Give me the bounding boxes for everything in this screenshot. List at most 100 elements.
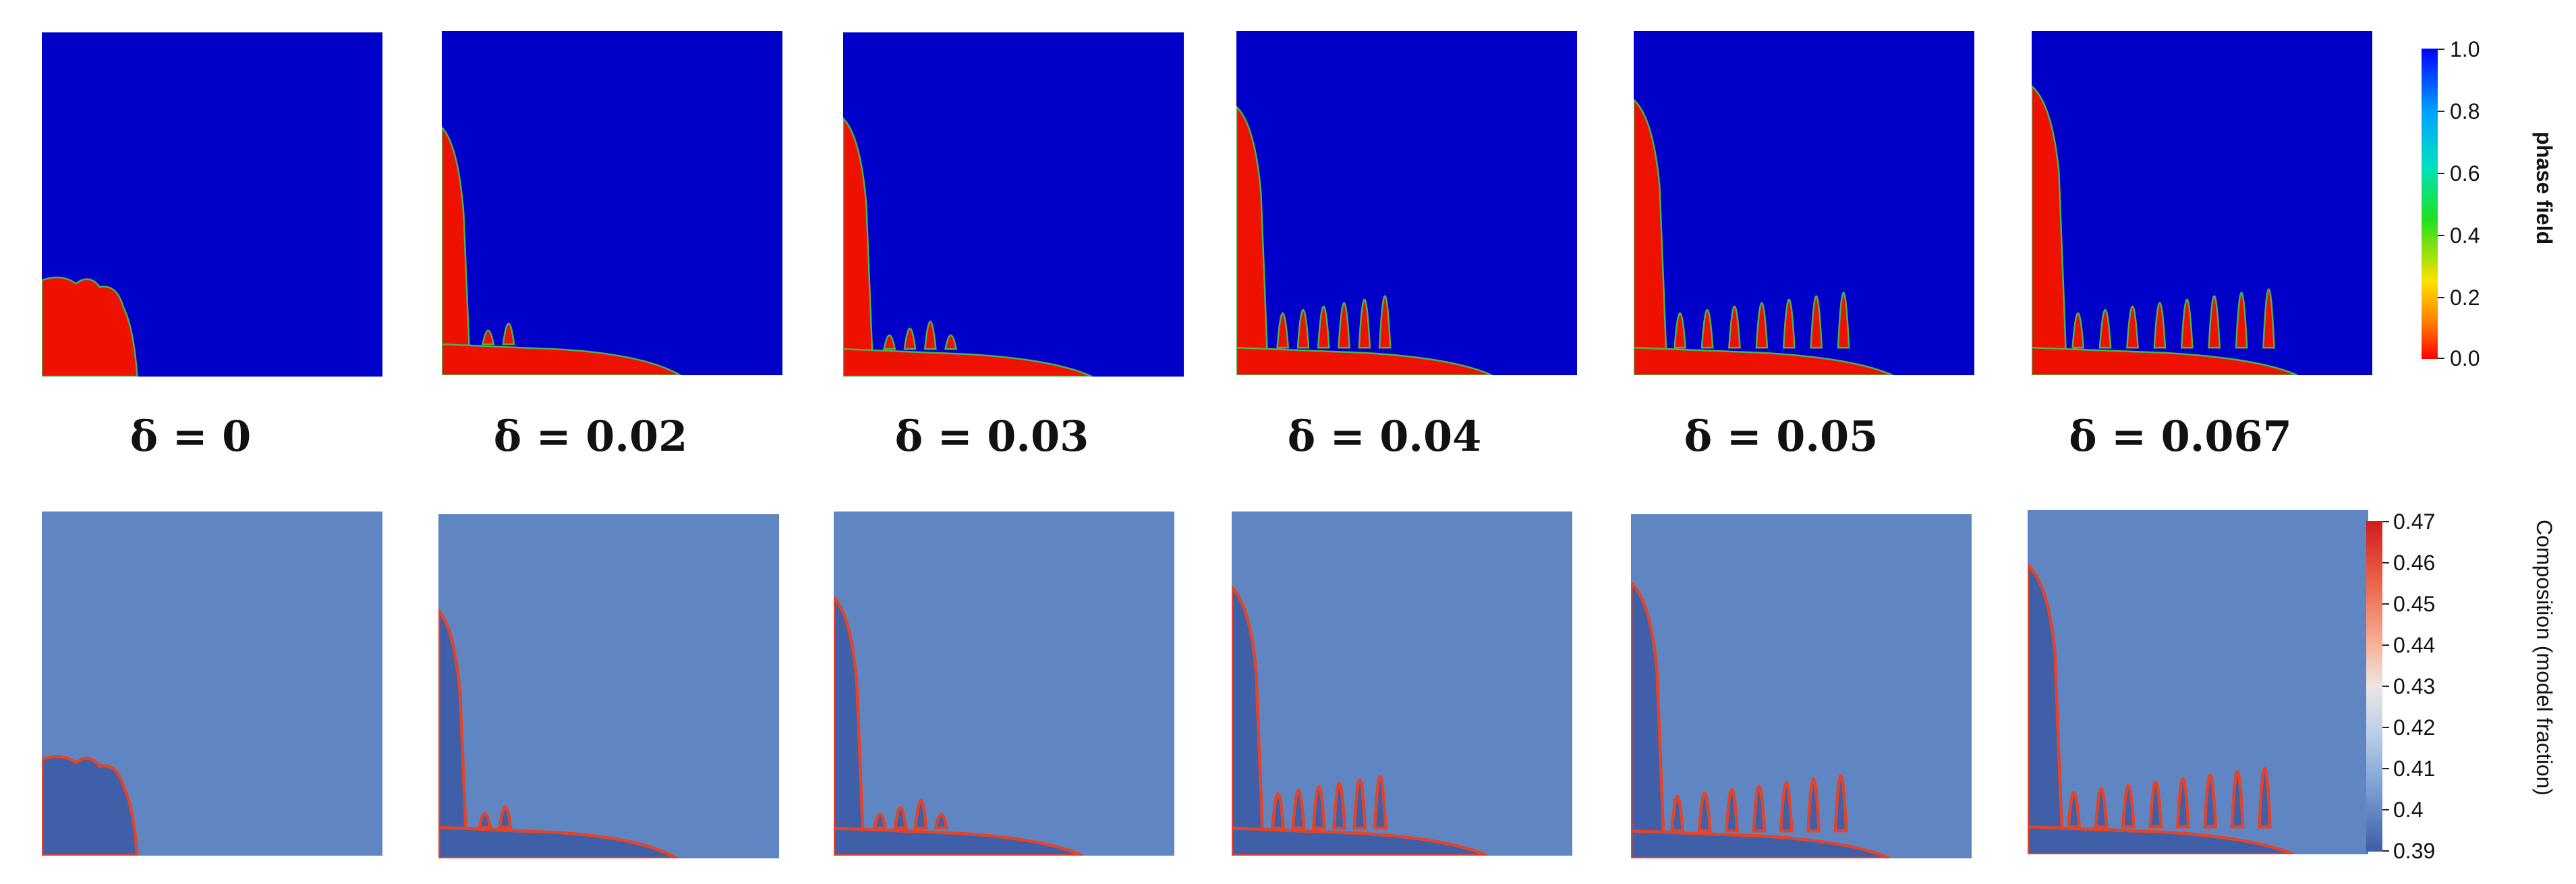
solute-profile-shape [477,812,492,829]
composition-matrix [1631,514,1972,858]
composition-colorbar [2366,521,2382,852]
dendrite-shape [1837,292,1850,349]
dendrite-shape [1634,99,1667,375]
phase-field-panel-5 [1634,31,1974,375]
composition-tick-4: 0.44 [2393,633,2436,657]
delta-label-1: δ = 0 [130,412,252,461]
solute-profile-shape [1779,781,1794,833]
dendrite-shape [1810,295,1823,349]
phase-field-panel-3 [843,32,1184,377]
solute-profile-shape [2230,770,2245,829]
composition-matrix [2028,510,2368,854]
dendrite-shape [1634,346,1893,375]
phase-tick-6: 0.0 [2450,346,2480,370]
solute-profile-shape [893,806,908,830]
dendrite-shape [944,334,958,350]
solute-profile-shape [438,825,681,858]
phase-field-panel-1 [42,32,382,377]
solute-profile-shape [1311,785,1326,830]
phase-tick-1: 1.0 [2450,37,2480,61]
liquid-region [442,31,782,375]
dendrite-shape [903,327,917,350]
composition-tick-8: 0.4 [2393,798,2424,822]
dendrite-shape [2180,298,2194,349]
solute-profile-shape [2175,777,2190,829]
dendrite-shape [1755,302,1769,349]
phase-tick-2: 0.8 [2450,99,2480,123]
dendrite-shape [1236,346,1493,375]
dendrite-shape [1782,298,1796,349]
solute-profile-shape [1631,580,1665,858]
phase-field-colorbar [2422,49,2438,359]
composition-panel-5 [1631,514,1972,858]
dendrite-shape [1276,312,1290,349]
dendrite-shape [442,126,470,375]
liquid-region [843,32,1184,377]
solute-profile-shape [2067,790,2082,829]
liquid-region [2032,31,2372,375]
dendrite-shape [1673,312,1687,349]
dendrite-shape [923,321,937,350]
composition-matrix [438,514,779,858]
dendrite-shape [2032,346,2298,375]
composition-matrix [834,512,1174,856]
solute-profile-shape [1373,775,1387,830]
phase-field-panel-4 [1236,31,1577,375]
composition-tick-1: 0.47 [2393,509,2436,534]
solute-profile-shape [1631,829,1891,858]
delta-label-6: δ = 0.067 [2069,412,2292,461]
solute-profile-shape [2203,773,2218,829]
solute-profile-shape [1697,792,1712,833]
solute-profile-shape [1806,777,1821,833]
solute-profile-shape [498,805,513,829]
dendrite-shape [2032,84,2067,375]
delta-label-3: δ = 0.03 [894,412,1089,461]
delta-label-2: δ = 0.02 [493,412,688,461]
dendrite-shape [42,276,138,377]
dendrite-shape [843,117,874,377]
solute-profile-shape [438,608,467,858]
solute-profile-shape [834,595,865,856]
solute-profile-shape [2258,767,2272,829]
dendrite-shape [2208,295,2221,349]
dendrite-shape [843,348,1093,377]
dendrite-shape [442,343,683,375]
dendrite-shape [2262,288,2275,349]
phase-tick-3: 0.6 [2450,161,2480,186]
solute-profile-shape [1352,778,1367,830]
composition-matrix [1232,512,1572,856]
dendrite-shape [1338,302,1351,349]
phase-field-colorbar-title: phase field [2532,132,2556,245]
dendrite-shape [502,323,515,346]
composition-panel-1 [42,512,382,856]
dendrite-shape [482,329,495,346]
solute-profile-shape [872,812,888,830]
solute-profile-shape [2121,784,2136,829]
liquid-region [1236,31,1577,375]
dendrite-shape [1236,105,1268,375]
composition-tick-7: 0.41 [2393,756,2436,781]
phase-tick-5: 0.2 [2450,285,2480,310]
dendrite-shape [2153,302,2167,349]
solute-profile-shape [1291,789,1306,830]
dendrite-shape [1728,306,1741,349]
solute-profile-shape [1752,784,1767,833]
solute-profile-shape [834,826,1083,856]
composition-tick-5: 0.43 [2393,674,2436,698]
solute-profile-shape [1232,585,1264,856]
composition-colorbar-title: Composition (model fraction) [2532,520,2556,796]
composition-tick-3: 0.45 [2393,592,2436,616]
dendrite-shape [1358,298,1371,349]
dendrite-shape [2126,306,2139,349]
delta-label-4: δ = 0.04 [1287,412,1482,461]
solute-profile-shape [2094,788,2109,829]
solute-profile-shape [42,754,139,856]
solute-profile-shape [1332,781,1347,830]
composition-panel-2 [438,514,779,858]
solute-profile-shape [2028,563,2063,854]
solute-profile-shape [1670,794,1685,833]
dendrite-shape [1317,306,1330,349]
dendrite-shape [2071,312,2085,349]
composition-tick-9: 0.39 [2393,839,2436,863]
solute-profile-shape [1833,774,1848,833]
